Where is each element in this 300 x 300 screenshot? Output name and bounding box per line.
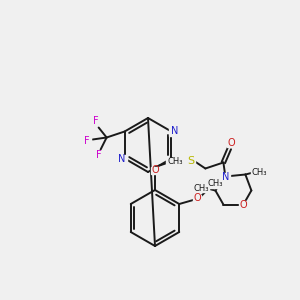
Bar (151, 167, 159, 173)
Text: O: O (194, 193, 201, 203)
Text: F: F (96, 151, 101, 160)
Text: S: S (187, 155, 194, 166)
Text: F: F (84, 136, 89, 146)
Bar (239, 200, 248, 208)
Bar (169, 128, 179, 136)
Text: CH₃: CH₃ (252, 168, 267, 177)
Text: O: O (228, 139, 235, 148)
Bar (221, 172, 230, 181)
Bar (92, 118, 100, 125)
Bar (117, 154, 127, 163)
Bar (193, 194, 201, 202)
Text: N: N (222, 172, 229, 182)
Bar (251, 169, 267, 176)
Text: N: N (118, 154, 125, 164)
Bar (166, 158, 184, 164)
Bar (206, 181, 224, 188)
Bar (194, 185, 209, 192)
Text: CH₃: CH₃ (194, 184, 209, 193)
Text: CH₃: CH₃ (208, 179, 223, 188)
Text: O: O (240, 200, 247, 209)
Bar (227, 140, 236, 147)
Bar (185, 157, 195, 164)
Text: F: F (93, 116, 98, 127)
Text: N: N (171, 127, 178, 136)
Bar (82, 137, 91, 144)
Bar (94, 152, 103, 159)
Text: O: O (151, 165, 159, 175)
Text: CH₃: CH₃ (167, 157, 183, 166)
